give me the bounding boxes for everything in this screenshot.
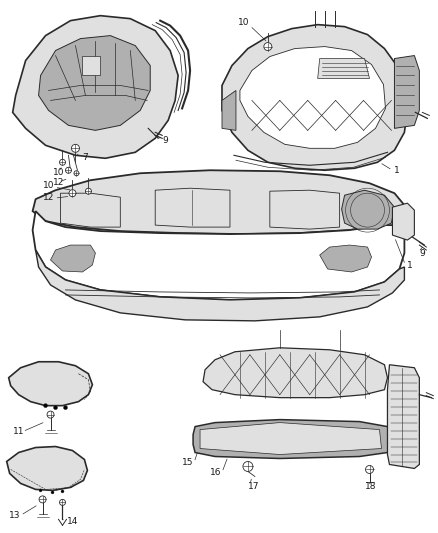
Polygon shape — [155, 188, 230, 227]
Text: 12: 12 — [42, 193, 54, 201]
Polygon shape — [193, 419, 389, 458]
Text: 15: 15 — [182, 458, 194, 467]
Circle shape — [60, 499, 66, 505]
Polygon shape — [200, 423, 381, 455]
Text: 11: 11 — [13, 427, 24, 436]
Polygon shape — [203, 348, 388, 398]
Polygon shape — [240, 46, 385, 148]
Circle shape — [243, 462, 253, 472]
Text: 1: 1 — [395, 166, 400, 175]
Polygon shape — [318, 59, 370, 78]
Polygon shape — [13, 15, 178, 158]
Circle shape — [53, 406, 57, 410]
Circle shape — [74, 171, 79, 176]
Text: 7: 7 — [82, 153, 88, 162]
Polygon shape — [32, 211, 404, 300]
Polygon shape — [39, 36, 150, 131]
Polygon shape — [388, 365, 419, 469]
Polygon shape — [222, 25, 407, 170]
Polygon shape — [9, 362, 92, 406]
Polygon shape — [82, 55, 100, 76]
Polygon shape — [32, 170, 404, 234]
Polygon shape — [395, 55, 419, 128]
Text: 16: 16 — [210, 468, 222, 477]
Polygon shape — [50, 245, 95, 272]
Polygon shape — [320, 245, 371, 272]
Polygon shape — [60, 193, 120, 227]
Circle shape — [69, 190, 76, 197]
Circle shape — [71, 144, 79, 152]
Text: 17: 17 — [248, 482, 259, 491]
Polygon shape — [35, 250, 404, 321]
Polygon shape — [222, 91, 236, 131]
Circle shape — [85, 188, 92, 194]
Text: 14: 14 — [67, 517, 78, 526]
Polygon shape — [392, 203, 414, 240]
Polygon shape — [7, 447, 88, 490]
Circle shape — [60, 159, 66, 165]
Polygon shape — [270, 190, 339, 229]
Text: 12: 12 — [53, 177, 64, 187]
Polygon shape — [342, 190, 395, 229]
Circle shape — [39, 489, 42, 492]
Circle shape — [264, 43, 272, 51]
Circle shape — [51, 491, 54, 494]
Text: 10: 10 — [53, 168, 64, 177]
Circle shape — [39, 496, 46, 503]
Text: 10: 10 — [42, 181, 54, 190]
Text: 9: 9 — [162, 136, 168, 145]
Circle shape — [43, 403, 48, 408]
Circle shape — [64, 406, 67, 410]
Circle shape — [66, 167, 71, 173]
Text: 18: 18 — [364, 482, 376, 491]
Text: 10: 10 — [238, 18, 249, 27]
Text: 1: 1 — [407, 261, 413, 270]
Text: 13: 13 — [9, 511, 20, 520]
Circle shape — [47, 411, 54, 418]
Circle shape — [61, 490, 64, 493]
Circle shape — [366, 465, 374, 473]
Text: 9: 9 — [419, 248, 425, 257]
